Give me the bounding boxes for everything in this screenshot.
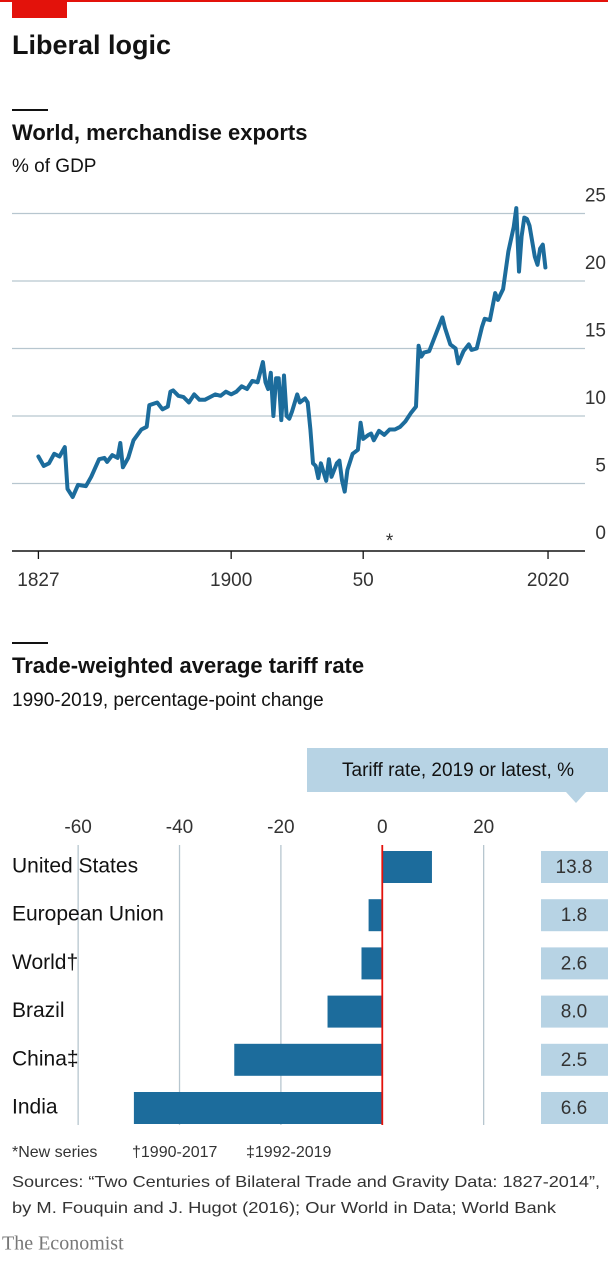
- annotation: *: [386, 531, 394, 552]
- table-cell: [541, 851, 608, 883]
- bar: [234, 1043, 383, 1076]
- table-cell: [541, 1092, 608, 1124]
- table-value: 2.5: [561, 1050, 587, 1071]
- bar: [133, 1092, 383, 1124]
- page-title: Liberal logic: [12, 30, 171, 60]
- y-tick-label: World†: [12, 951, 78, 974]
- table-value: 8.0: [561, 1002, 587, 1023]
- x-tick-label: -60: [64, 817, 91, 838]
- red-tab: [12, 0, 67, 18]
- source: Sources: “Two Centuries of Bilateral Tra…: [12, 1174, 600, 1191]
- y-tick-label: European Union: [12, 903, 164, 926]
- chart-title: World, merchandise exports: [12, 120, 307, 145]
- line-series: [36, 206, 548, 499]
- y-tick-label: Brazil: [12, 999, 65, 1022]
- x-tick-label: 1827: [17, 570, 59, 591]
- footnote: ‡1992-2019: [246, 1144, 332, 1161]
- x-tick-label: 50: [353, 570, 374, 591]
- x-tick-label: 2020: [527, 570, 569, 591]
- rule: [12, 642, 48, 644]
- y-tick-label: 20: [585, 253, 606, 274]
- chart-title: Trade-weighted average tariff rate: [12, 653, 364, 678]
- top-rule: [0, 0, 608, 2]
- table-cell: [541, 947, 608, 980]
- x-tick-label: 1900: [210, 570, 252, 591]
- table-value: 2.6: [561, 953, 587, 974]
- y-tick-label: 0: [595, 523, 606, 544]
- x-tick-label: 0: [377, 817, 388, 838]
- table-cell: [541, 899, 608, 932]
- y-tick-label: 5: [595, 456, 606, 477]
- x-tick-label: -20: [267, 817, 294, 838]
- footnote: †1990-2017: [132, 1144, 218, 1161]
- table-cell: [541, 995, 608, 1028]
- bar: [382, 851, 432, 883]
- y-tick-label: India: [12, 1096, 58, 1119]
- table-header: Tariff rate, 2019 or latest, %: [342, 760, 574, 781]
- table-header-box: [307, 748, 608, 792]
- footnote: *New series: [12, 1144, 97, 1161]
- x-tick-label: -40: [166, 817, 193, 838]
- y-tick-label: United States: [12, 855, 138, 878]
- x-tick-label: 20: [473, 817, 494, 838]
- table-header-pointer: [566, 792, 586, 803]
- table-value: 13.8: [556, 857, 593, 878]
- rule: [12, 109, 48, 111]
- y-tick-label: China‡: [12, 1047, 79, 1070]
- table-value: 6.6: [561, 1098, 587, 1119]
- brand: The Economist: [2, 1233, 124, 1255]
- y-tick-label: 15: [585, 321, 606, 342]
- table-value: 1.8: [561, 905, 587, 926]
- bar: [368, 899, 383, 932]
- source: by M. Fouquin and J. Hugot (2016); Our W…: [12, 1200, 557, 1217]
- table-cell: [541, 1043, 608, 1076]
- y-tick-label: 10: [585, 388, 606, 409]
- y-tick-label: 25: [585, 186, 606, 207]
- chart-subtitle: 1990-2019, percentage-point change: [12, 690, 324, 711]
- chart-subtitle: % of GDP: [12, 156, 96, 177]
- bar: [361, 947, 383, 980]
- bar: [327, 995, 383, 1028]
